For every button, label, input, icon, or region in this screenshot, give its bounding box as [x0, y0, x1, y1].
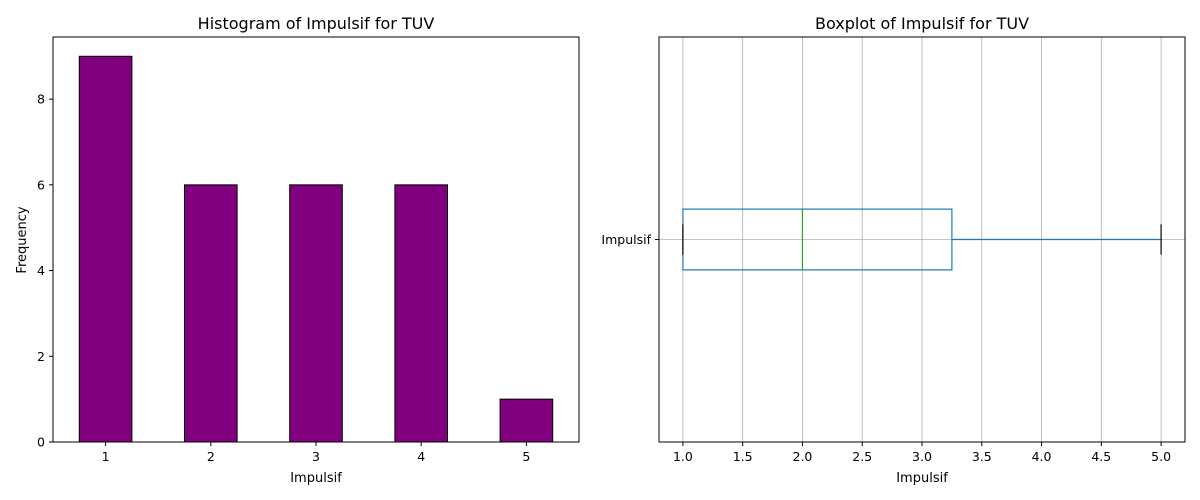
boxplot-x-axis: 1.0 1.5 2.0 2.5 3.0 3.5 4.0 4.5 5.0 [673, 442, 1171, 464]
boxplot-x-tick-label: 4.0 [1032, 449, 1052, 464]
boxplot-x-tick-label: 2.5 [852, 449, 872, 464]
boxplot-marks [682, 208, 1162, 271]
boxplot-x-tick-label: 3.0 [912, 449, 932, 464]
boxplot-x-tick-label: 5.0 [1151, 449, 1171, 464]
boxplot-x-tick-label: 1.0 [673, 449, 693, 464]
histogram-chart: Histogram of Impulsif for TUV 0 2 4 6 8 1 2 3 4… [15, 14, 580, 486]
histogram-bars [78, 55, 554, 443]
histogram-x-tick-label: 3 [312, 449, 320, 464]
histogram-x-tick-label: 2 [207, 449, 215, 464]
boxplot-x-tick-label: 4.5 [1091, 449, 1111, 464]
boxplot-x-tick-label: 3.5 [972, 449, 992, 464]
boxplot-chart: Boxplot of Impulsif for TUV 1.0 1.5 2.0 2.5… [601, 14, 1186, 486]
boxplot-x-tick-label: 1.5 [733, 449, 753, 464]
boxplot-x-tick-label: 2.0 [793, 449, 813, 464]
boxplot-plot-frame [658, 36, 1186, 443]
histogram-y-tick-label: 0 [37, 435, 45, 450]
histogram-bar [394, 184, 448, 443]
boxplot-y-axis: Impulsif [601, 232, 659, 247]
histogram-y-axis: 0 2 4 6 8 [37, 92, 53, 450]
histogram-y-tick-label: 2 [37, 349, 45, 364]
histogram-bar [184, 184, 238, 443]
boxplot-category-label: Impulsif [601, 232, 651, 247]
boxplot-title: Boxplot of Impulsif for TUV [815, 14, 1029, 33]
histogram-y-tick-label: 6 [37, 177, 45, 192]
histogram-y-tick-label: 4 [37, 263, 45, 278]
histogram-bar [289, 184, 343, 443]
boxplot-x-label: Impulsif [896, 471, 948, 486]
histogram-x-axis: 1 2 3 4 5 [102, 442, 530, 464]
histogram-bar [78, 55, 133, 443]
histogram-x-label: Impulsif [290, 471, 342, 486]
histogram-title: Histogram of Impulsif for TUV [198, 14, 435, 33]
histogram-y-tick-label: 8 [37, 92, 45, 107]
histogram-bar [499, 398, 554, 443]
histogram-plot-frame [52, 36, 580, 443]
histogram-x-tick-label: 4 [417, 449, 425, 464]
histogram-x-tick-label: 5 [522, 449, 530, 464]
histogram-y-label: Frequency [15, 206, 30, 273]
histogram-x-tick-label: 1 [102, 449, 110, 464]
